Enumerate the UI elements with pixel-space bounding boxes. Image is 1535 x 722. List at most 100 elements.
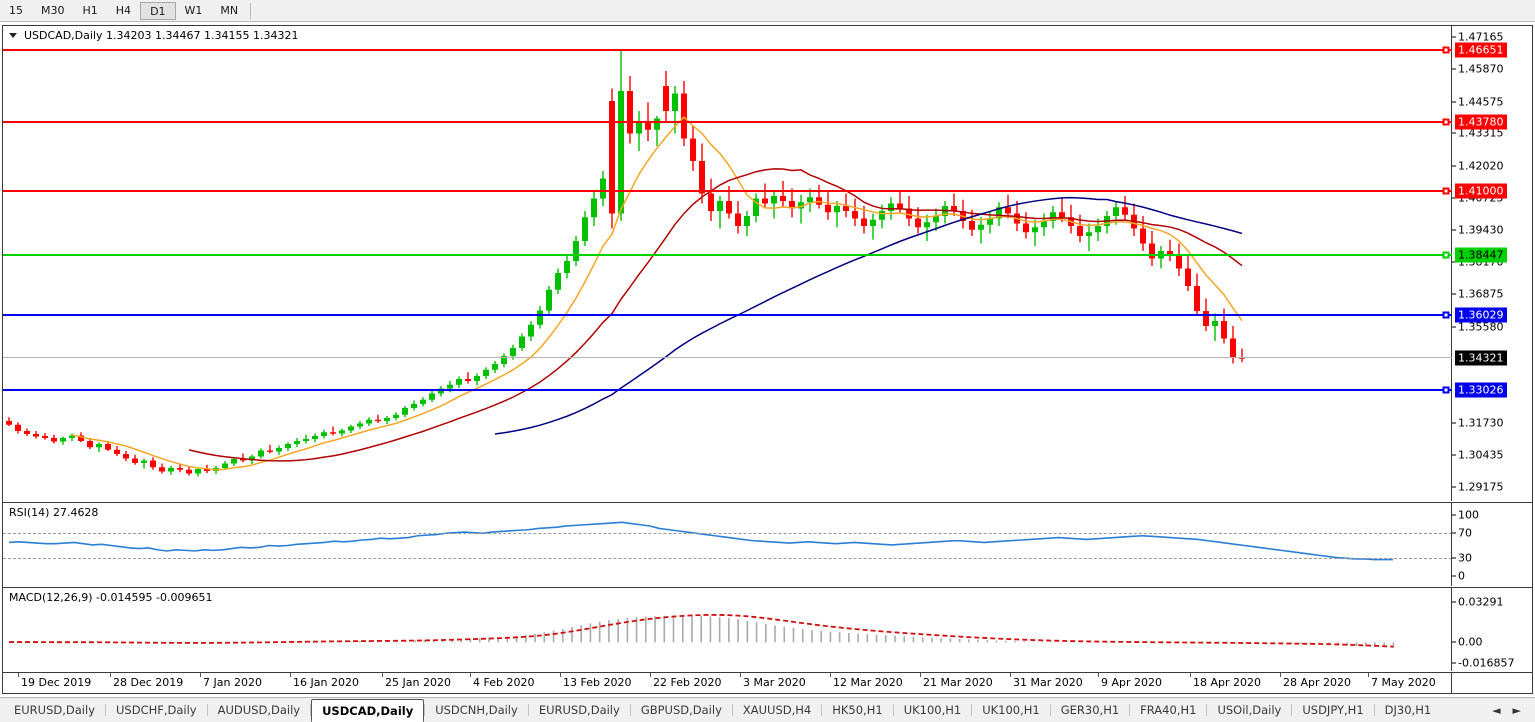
symbol-tab-gbpusd-daily[interactable]: GBPUSD,Daily <box>640 703 722 717</box>
symbol-tab-usdchf-daily[interactable]: USDCHF,Daily <box>116 703 197 717</box>
tab-divider <box>105 704 106 716</box>
price-badge-support: 1.36029 <box>1455 307 1507 323</box>
date-tick-mark <box>1098 673 1099 677</box>
timeframe-button-m30[interactable]: M30 <box>41 3 65 17</box>
level-line-handle[interactable] <box>1442 46 1450 54</box>
timeframe-button-15[interactable]: 15 <box>9 3 23 17</box>
price-tick-mark <box>1452 293 1456 295</box>
symbol-tab-usdcad-daily[interactable]: USDCAD,Daily <box>311 699 425 722</box>
symbol-tab-uk100-h1[interactable]: UK100,H1 <box>982 703 1040 717</box>
price-tick-mark <box>1452 68 1456 70</box>
date-axis-label: 21 Mar 2020 <box>923 676 993 689</box>
tab-divider <box>1049 704 1051 716</box>
price-tick-mark <box>1452 165 1456 166</box>
symbol-tab-usdcnh-daily[interactable]: USDCNH,Daily <box>435 703 518 717</box>
scroll-left-icon[interactable]: ◄ <box>1492 703 1501 717</box>
timeframe-button-w1[interactable]: W1 <box>184 3 203 17</box>
tab-divider <box>1206 704 1208 716</box>
collapse-triangle-icon[interactable] <box>9 33 17 38</box>
symbol-tab-audusd-daily[interactable]: AUDUSD,Daily <box>217 703 301 717</box>
macd-tick-mark <box>1452 601 1456 603</box>
date-axis-label: 12 Mar 2020 <box>833 676 903 689</box>
timeframe-button-mn[interactable]: MN <box>220 3 239 17</box>
date-axis-label: 19 Dec 2019 <box>21 676 92 689</box>
timeframe-button-h1[interactable]: H1 <box>82 3 98 17</box>
price-badge-resistance: 1.41000 <box>1455 183 1507 199</box>
symbol-tab-hk50-h1[interactable]: HK50,H1 <box>832 703 883 717</box>
tab-divider <box>1129 704 1131 716</box>
price-tick-mark <box>1452 132 1456 134</box>
tab-divider <box>424 704 426 716</box>
price-axis[interactable]: 1.471651.458701.445751.433151.420201.407… <box>1451 26 1532 501</box>
price-axis-tick-label: 1.39430 <box>1458 223 1504 237</box>
date-axis-label: 9 Apr 2020 <box>1101 676 1163 689</box>
price-pane: 1.471651.458701.445751.433151.420201.407… <box>3 26 1532 501</box>
symbol-tab-bar: EURUSD,Daily USDCHF,Daily AUDUSD,Daily USDC… <box>0 697 1535 722</box>
price-tick-mark <box>1452 229 1456 231</box>
price-tick-mark <box>1452 197 1456 199</box>
macd-pane-title: MACD(12,26,9) -0.014595 -0.009651 <box>9 591 213 604</box>
scroll-right-icon[interactable]: ► <box>1512 703 1521 717</box>
level-line-support[interactable] <box>3 253 1452 256</box>
candlestick-series <box>6 49 1245 477</box>
level-line-support[interactable] <box>3 389 1452 392</box>
level-line-current-price[interactable] <box>3 356 1452 358</box>
price-pane-title: USDCAD,Daily 1.34203 1.34467 1.34155 1.3… <box>9 29 298 42</box>
price-axis-tick-label: 1.47165 <box>1458 30 1504 44</box>
date-axis-label: 3 Mar 2020 <box>743 676 806 689</box>
level-line-support[interactable] <box>3 314 1452 317</box>
symbol-tab-usdjpy-h1[interactable]: USDJPY,H1 <box>1302 703 1364 717</box>
macd-tick-mark <box>1452 641 1456 643</box>
tab-scroll-arrows: ◄ ► <box>1492 698 1535 722</box>
level-line-resistance[interactable] <box>3 190 1452 192</box>
date-axis-label: 25 Jan 2020 <box>385 676 451 689</box>
symbol-tab-usoil-daily[interactable]: USOil,Daily <box>1217 703 1282 717</box>
rsi-line <box>8 521 1393 561</box>
timeframe-toolbar: 15 M30 H1 H4 D1 W1 MN <box>0 0 1535 22</box>
price-tick-mark <box>1452 326 1456 327</box>
toolbar-divider <box>250 2 252 19</box>
symbol-tab-xauusd-h4[interactable]: XAUUSD,H4 <box>742 703 812 717</box>
macd-axis-tick-label: -0.016857 <box>1458 656 1515 670</box>
symbol-tab-uk100-h1[interactable]: UK100,H1 <box>903 703 962 717</box>
level-line-handle[interactable] <box>1442 118 1450 125</box>
tab-divider <box>821 704 823 716</box>
price-plot-area[interactable] <box>3 26 1452 501</box>
tab-divider <box>1373 704 1375 716</box>
level-line-resistance[interactable] <box>3 48 1452 51</box>
rsi-axis-tick-label: 0 <box>1458 569 1465 583</box>
price-tick-mark <box>1452 261 1456 263</box>
rsi-tick-mark <box>1452 557 1456 559</box>
level-line-resistance[interactable] <box>3 120 1452 123</box>
level-line-handle[interactable] <box>1442 251 1450 259</box>
rsi-tick-mark <box>1452 514 1456 516</box>
price-axis-tick-label: 1.42020 <box>1458 159 1504 172</box>
symbol-tab-eurusd-daily[interactable]: EURUSD,Daily <box>538 703 620 717</box>
level-line-handle[interactable] <box>1442 187 1450 195</box>
price-badge-support: 1.33026 <box>1455 382 1507 398</box>
symbol-tab-ger30-h1[interactable]: GER30,H1 <box>1060 703 1120 717</box>
macd-plot-area[interactable] <box>3 588 1452 671</box>
date-tick-mark <box>200 673 201 677</box>
date-axis-label: 7 Jan 2020 <box>203 676 262 689</box>
date-tick-mark <box>1190 673 1191 677</box>
rsi-level-30 <box>3 557 1452 559</box>
date-tick-mark <box>1010 673 1011 677</box>
timeframe-button-h4[interactable]: H4 <box>115 3 132 17</box>
level-line-handle[interactable] <box>1442 386 1450 394</box>
macd-axis-tick-label: 0.03291 <box>1458 595 1504 609</box>
price-axis-tick-label: 1.35580 <box>1458 320 1504 333</box>
rsi-plot-area[interactable] <box>3 503 1452 586</box>
chart-window: 1.471651.458701.445751.433151.420201.407… <box>2 25 1533 694</box>
symbol-tab-fra40-h1[interactable]: FRA40,H1 <box>1140 703 1197 717</box>
price-badge-current-price: 1.34321 <box>1455 350 1507 366</box>
rsi-tick-mark <box>1452 532 1456 534</box>
timeframe-button-d1[interactable]: D1 <box>140 1 176 20</box>
level-line-handle[interactable] <box>1442 311 1450 319</box>
price-tick-mark <box>1452 101 1456 103</box>
date-axis: 19 Dec 2019 28 Dec 2019 7 Jan 2020 16 Jan 2… <box>3 672 1532 693</box>
tab-divider <box>206 704 208 716</box>
symbol-tab-dj30-h1[interactable]: DJ30,H1 <box>1384 703 1432 717</box>
symbol-tab-eurusd-daily[interactable]: EURUSD,Daily <box>14 703 95 717</box>
